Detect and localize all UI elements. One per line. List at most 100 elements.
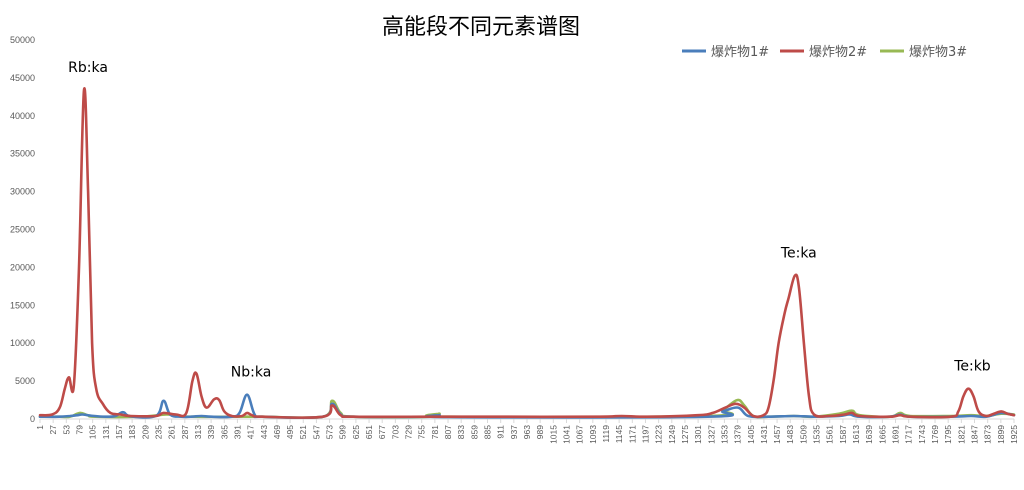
x-tick-label: 235 xyxy=(153,425,163,439)
x-tick-label: 1509 xyxy=(798,425,808,444)
annotation-layer: Rb:ka Nb:ka Te:ka Te:kb xyxy=(68,60,991,381)
x-tick-label: 53 xyxy=(61,425,71,435)
x-tick-label: 1587 xyxy=(838,425,848,444)
x-tick-label: 1483 xyxy=(785,425,795,444)
x-tick-label: 1561 xyxy=(825,425,835,444)
x-axis: 1 27 53 79 105 131 157 183 209 235 261 287 313 339 365… xyxy=(35,418,1019,444)
y-axis: 0 5000 10000 15000 20000 25000 30000 35000 40000… xyxy=(10,35,35,424)
x-tick-label: 105 xyxy=(88,425,98,439)
y-tick-label: 25000 xyxy=(10,225,35,235)
peak-annotation: Rb:ka xyxy=(68,60,108,76)
x-tick-label: 1301 xyxy=(693,425,703,444)
x-tick-label: 677 xyxy=(377,425,387,439)
x-tick-label: 287 xyxy=(180,425,190,439)
x-tick-label: 1821 xyxy=(956,425,966,444)
x-tick-label: 261 xyxy=(167,425,177,439)
peak-annotation: Te:ka xyxy=(780,246,817,262)
x-tick-label: 781 xyxy=(430,425,440,439)
x-tick-label: 1015 xyxy=(548,425,558,444)
x-tick-label: 651 xyxy=(364,425,374,439)
y-tick-label: 15000 xyxy=(10,300,35,310)
x-tick-label: 1795 xyxy=(943,425,953,444)
x-tick-label: 1925 xyxy=(1009,425,1019,444)
x-tick-label: 1197 xyxy=(640,425,650,444)
x-tick-label: 469 xyxy=(272,425,282,439)
x-tick-label: 339 xyxy=(206,425,216,439)
chart-title: 高能段不同元素谱图 xyxy=(382,15,580,40)
x-tick-label: 1639 xyxy=(864,425,874,444)
peak-annotation: Te:kb xyxy=(953,359,991,375)
x-tick-label: 547 xyxy=(311,425,321,439)
legend-label: 爆炸物1# xyxy=(711,45,769,60)
x-tick-label: 1249 xyxy=(667,425,677,444)
x-tick-label: 313 xyxy=(193,425,203,439)
x-tick-label: 391 xyxy=(232,425,242,439)
x-tick-label: 1353 xyxy=(719,425,729,444)
x-tick-label: 1067 xyxy=(575,425,585,444)
y-tick-label: 40000 xyxy=(10,111,35,121)
x-tick-label: 885 xyxy=(483,425,493,439)
x-tick-label: 1171 xyxy=(627,425,637,444)
x-tick-label: 859 xyxy=(469,425,479,439)
x-tick-label: 989 xyxy=(535,425,545,439)
x-tick-label: 1119 xyxy=(601,425,611,443)
x-tick-label: 1665 xyxy=(877,425,887,444)
x-tick-label: 209 xyxy=(140,425,150,439)
y-tick-label: 30000 xyxy=(10,187,35,197)
x-tick-label: 365 xyxy=(219,425,229,439)
x-tick-label: 911 xyxy=(496,425,506,439)
x-tick-label: 443 xyxy=(259,425,269,439)
x-tick-label: 1873 xyxy=(983,425,993,444)
x-tick-label: 183 xyxy=(127,425,137,439)
x-tick-label: 131 xyxy=(101,425,111,439)
x-tick-label: 1275 xyxy=(680,425,690,444)
x-tick-label: 755 xyxy=(417,425,427,439)
legend-label: 爆炸物2# xyxy=(809,45,867,60)
y-tick-label: 50000 xyxy=(10,35,35,45)
y-tick-label: 10000 xyxy=(10,338,35,348)
x-tick-label: 79 xyxy=(74,425,84,435)
x-tick-label: 1457 xyxy=(772,425,782,444)
x-tick-label: 1 xyxy=(35,425,45,430)
x-tick-label: 1327 xyxy=(706,425,716,444)
x-tick-label: 1223 xyxy=(654,425,664,444)
x-tick-label: 963 xyxy=(522,425,532,439)
x-tick-label: 729 xyxy=(404,425,414,439)
x-tick-label: 1145 xyxy=(614,425,624,444)
y-tick-label: 20000 xyxy=(10,262,35,272)
x-tick-label: 703 xyxy=(390,425,400,439)
y-tick-label: 0 xyxy=(30,414,35,424)
x-tick-label: 495 xyxy=(285,425,295,439)
x-tick-label: 1613 xyxy=(851,425,861,444)
x-tick-label: 625 xyxy=(351,425,361,439)
x-tick-label: 1743 xyxy=(917,425,927,444)
x-tick-label: 1379 xyxy=(733,425,743,444)
x-tick-label: 417 xyxy=(246,425,256,439)
y-tick-label: 35000 xyxy=(10,149,35,159)
series-line-2 xyxy=(38,86,1016,420)
x-tick-label: 599 xyxy=(338,425,348,439)
x-tick-label: 937 xyxy=(509,425,519,439)
legend: 爆炸物1# 爆炸物2# 爆炸物3# xyxy=(682,45,967,60)
x-tick-label: 1405 xyxy=(746,425,756,444)
x-tick-label: 1899 xyxy=(996,425,1006,444)
x-tick-label: 833 xyxy=(456,425,466,439)
x-tick-label: 1769 xyxy=(930,425,940,444)
x-tick-label: 807 xyxy=(443,425,453,439)
x-tick-label: 1847 xyxy=(970,425,980,444)
x-tick-label: 1431 xyxy=(759,425,769,444)
x-tick-label: 1717 xyxy=(904,425,914,444)
y-tick-label: 45000 xyxy=(10,73,35,83)
x-tick-label: 573 xyxy=(325,425,335,439)
x-tick-label: 1041 xyxy=(561,425,571,444)
x-tick-label: 157 xyxy=(114,425,124,439)
x-tick-label: 1691 xyxy=(891,425,901,444)
series-layer xyxy=(38,86,1016,420)
x-tick-label: 521 xyxy=(298,425,308,439)
peak-annotation: Nb:ka xyxy=(231,365,272,381)
y-tick-label: 5000 xyxy=(15,376,35,386)
x-tick-label: 1535 xyxy=(812,425,822,444)
x-tick-label: 27 xyxy=(48,425,58,435)
legend-label: 爆炸物3# xyxy=(909,45,967,60)
